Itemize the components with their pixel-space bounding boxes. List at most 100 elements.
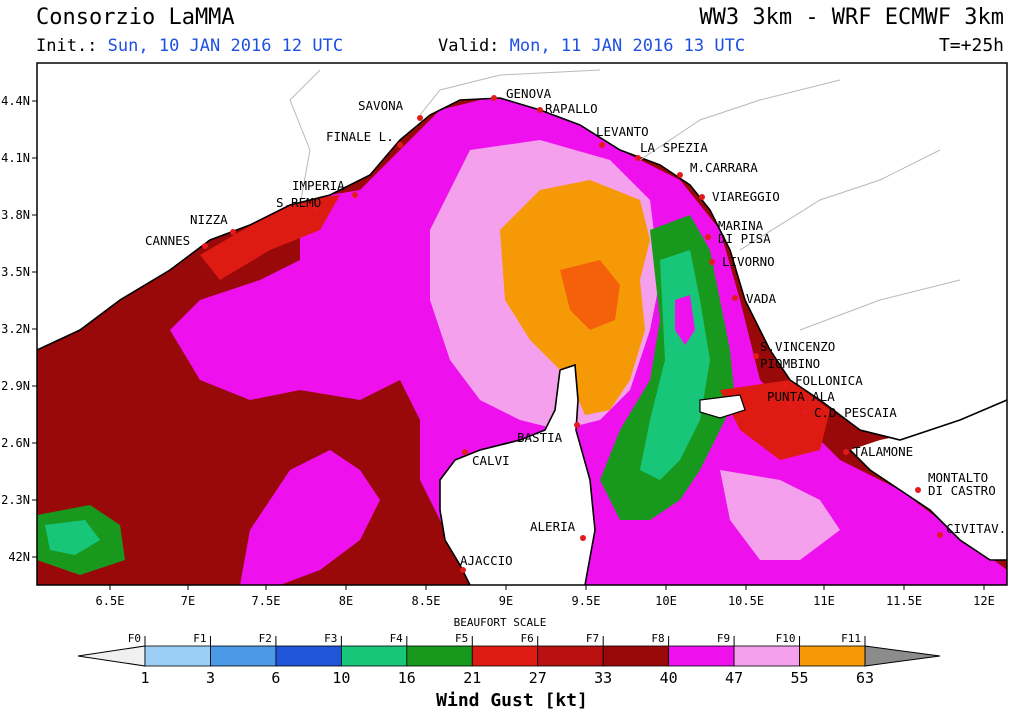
legend-swatch	[668, 645, 735, 667]
lat-tick-label: 42N	[8, 550, 30, 564]
city-label: FOLLONICA	[795, 373, 863, 388]
city-label: NIZZA	[190, 212, 228, 227]
lat-tick-label: 3.5N	[1, 265, 30, 279]
threshold-label: 3	[206, 669, 215, 687]
threshold-label: 16	[398, 669, 416, 687]
lat-tick-label: 3.2N	[1, 322, 30, 336]
lon-tick-label: 9E	[499, 594, 513, 608]
legend-low-arrow	[77, 645, 146, 667]
longitude-axis: 6.5E 7E 7.5E 8E 8.5E 9E 9.5E 10E 10.5E 11E 11.5E 12…	[96, 585, 995, 608]
beaufort-label: F3	[324, 632, 337, 645]
threshold-label: 47	[725, 669, 743, 687]
city-labels: GENOVA SAVONA RAPALLO LEVANTO LA SPEZIA …	[145, 86, 1006, 568]
city-label: PUNTA ALA	[767, 389, 835, 404]
threshold-label: 63	[856, 669, 874, 687]
legend-swatch	[210, 645, 277, 667]
valid-time: Valid: Mon, 11 JAN 2016 13 UTC	[438, 36, 745, 56]
lon-tick-label: 7E	[181, 594, 195, 608]
legend-swatch	[733, 645, 800, 667]
lon-tick-label: 10E	[655, 594, 677, 608]
city-label: DI CASTRO	[928, 483, 996, 498]
city-label: ALERIA	[530, 519, 576, 534]
city-label: LIVORNO	[722, 254, 775, 269]
legend-swatch	[340, 645, 408, 667]
city-label: CALVI	[472, 453, 510, 468]
threshold-label: 55	[791, 669, 809, 687]
valid-value: Mon, 11 JAN 2016 13 UTC	[509, 36, 746, 56]
lat-tick-label: 2.6N	[1, 436, 30, 450]
lat-tick-label: 2.3N	[1, 493, 30, 507]
lat-tick-label: 4.4N	[1, 94, 30, 108]
threshold-label: 10	[332, 669, 350, 687]
city-label: VADA	[746, 291, 777, 306]
threshold-label: 6	[271, 669, 280, 687]
city-label: PIOMBINO	[760, 356, 820, 371]
lon-tick-label: 10.5E	[728, 594, 764, 608]
city-label: GENOVA	[506, 86, 552, 101]
lon-tick-label: 8E	[339, 594, 353, 608]
city-label: RAPALLO	[545, 101, 598, 116]
color-legend: F0 F1 F2 F3 F4 F5 F6 F7 F8 F9 F10 F11 1 3 6 10 16 21 27 33 4…	[77, 632, 941, 687]
map-field	[37, 63, 1007, 585]
legend-swatch	[537, 645, 604, 667]
init-time: Init.: Sun, 10 JAN 2016 12 UTC	[36, 36, 343, 56]
lon-tick-label: 7.5E	[252, 594, 281, 608]
legend-unit-title: Wind Gust [kt]	[436, 690, 588, 711]
beaufort-scale-title: BEAUFORT SCALE	[454, 616, 547, 629]
init-label: Init.:	[36, 36, 98, 56]
legend-swatch	[406, 645, 473, 667]
city-label: LA SPEZIA	[640, 140, 708, 155]
city-label: S.VINCENZO	[760, 339, 835, 354]
legend-swatch	[275, 645, 342, 667]
city-label: IMPERIA	[292, 178, 345, 193]
beaufort-label: F1	[193, 632, 206, 645]
legend-swatch	[144, 645, 211, 667]
lat-tick-label: 4.1N	[1, 151, 30, 165]
city-label: MONTALTO	[928, 470, 988, 485]
city-markers	[202, 95, 943, 573]
city-label: CIVITAV.	[946, 521, 1006, 536]
beaufort-label: F9	[717, 632, 730, 645]
city-label: FINALE L.	[326, 129, 394, 144]
forecast-step: T=+25h	[938, 35, 1004, 56]
beaufort-label: F11	[841, 632, 861, 645]
legend-swatch	[471, 645, 539, 667]
beaufort-label: F2	[259, 632, 272, 645]
threshold-label: 1	[140, 669, 149, 687]
city-label: TALAMONE	[853, 444, 913, 459]
city-label: S.REMO	[276, 195, 321, 210]
city-label: LEVANTO	[596, 124, 649, 139]
city-label: CANNES	[145, 233, 190, 248]
threshold-label: 40	[660, 669, 678, 687]
city-label: C.D.PESCAIA	[814, 405, 897, 420]
beaufort-label: F4	[390, 632, 404, 645]
beaufort-label: F7	[586, 632, 599, 645]
city-label: M.CARRARA	[690, 160, 758, 175]
city-label: AJACCIO	[460, 553, 513, 568]
lon-tick-label: 11.5E	[886, 594, 922, 608]
lon-tick-label: 8.5E	[412, 594, 441, 608]
beaufort-label: F8	[651, 632, 664, 645]
lon-tick-label: 6.5E	[96, 594, 125, 608]
city-label: DI PISA	[718, 231, 771, 246]
latitude-axis: 4.4N 4.1N 3.8N 3.5N 3.2N 2.9N 2.6N 2.3N 42N	[1, 94, 37, 564]
legend-swatch	[602, 645, 670, 667]
valid-label: Valid:	[438, 36, 500, 56]
legend-high-arrow	[864, 645, 941, 667]
beaufort-label: F6	[520, 632, 533, 645]
threshold-label: 33	[594, 669, 612, 687]
city-label: SAVONA	[358, 98, 404, 113]
lat-tick-label: 3.8N	[1, 208, 30, 222]
threshold-label: 21	[463, 669, 481, 687]
lon-tick-label: 11E	[813, 594, 835, 608]
org-title: Consorzio LaMMA	[36, 5, 235, 30]
beaufort-label: F5	[455, 632, 468, 645]
init-value: Sun, 10 JAN 2016 12 UTC	[107, 36, 344, 56]
city-label: MARINA	[718, 218, 764, 233]
map-frame	[36, 62, 1008, 586]
city-label: BASTIA	[517, 430, 563, 445]
model-title: WW3 3km - WRF ECMWF 3km	[699, 5, 1004, 30]
beaufort-label: F0	[128, 632, 141, 645]
legend-swatch	[799, 645, 866, 667]
